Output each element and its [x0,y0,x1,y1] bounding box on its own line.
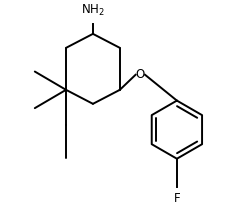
Text: F: F [173,192,180,205]
Text: NH$_2$: NH$_2$ [81,3,105,18]
Text: O: O [136,68,145,81]
